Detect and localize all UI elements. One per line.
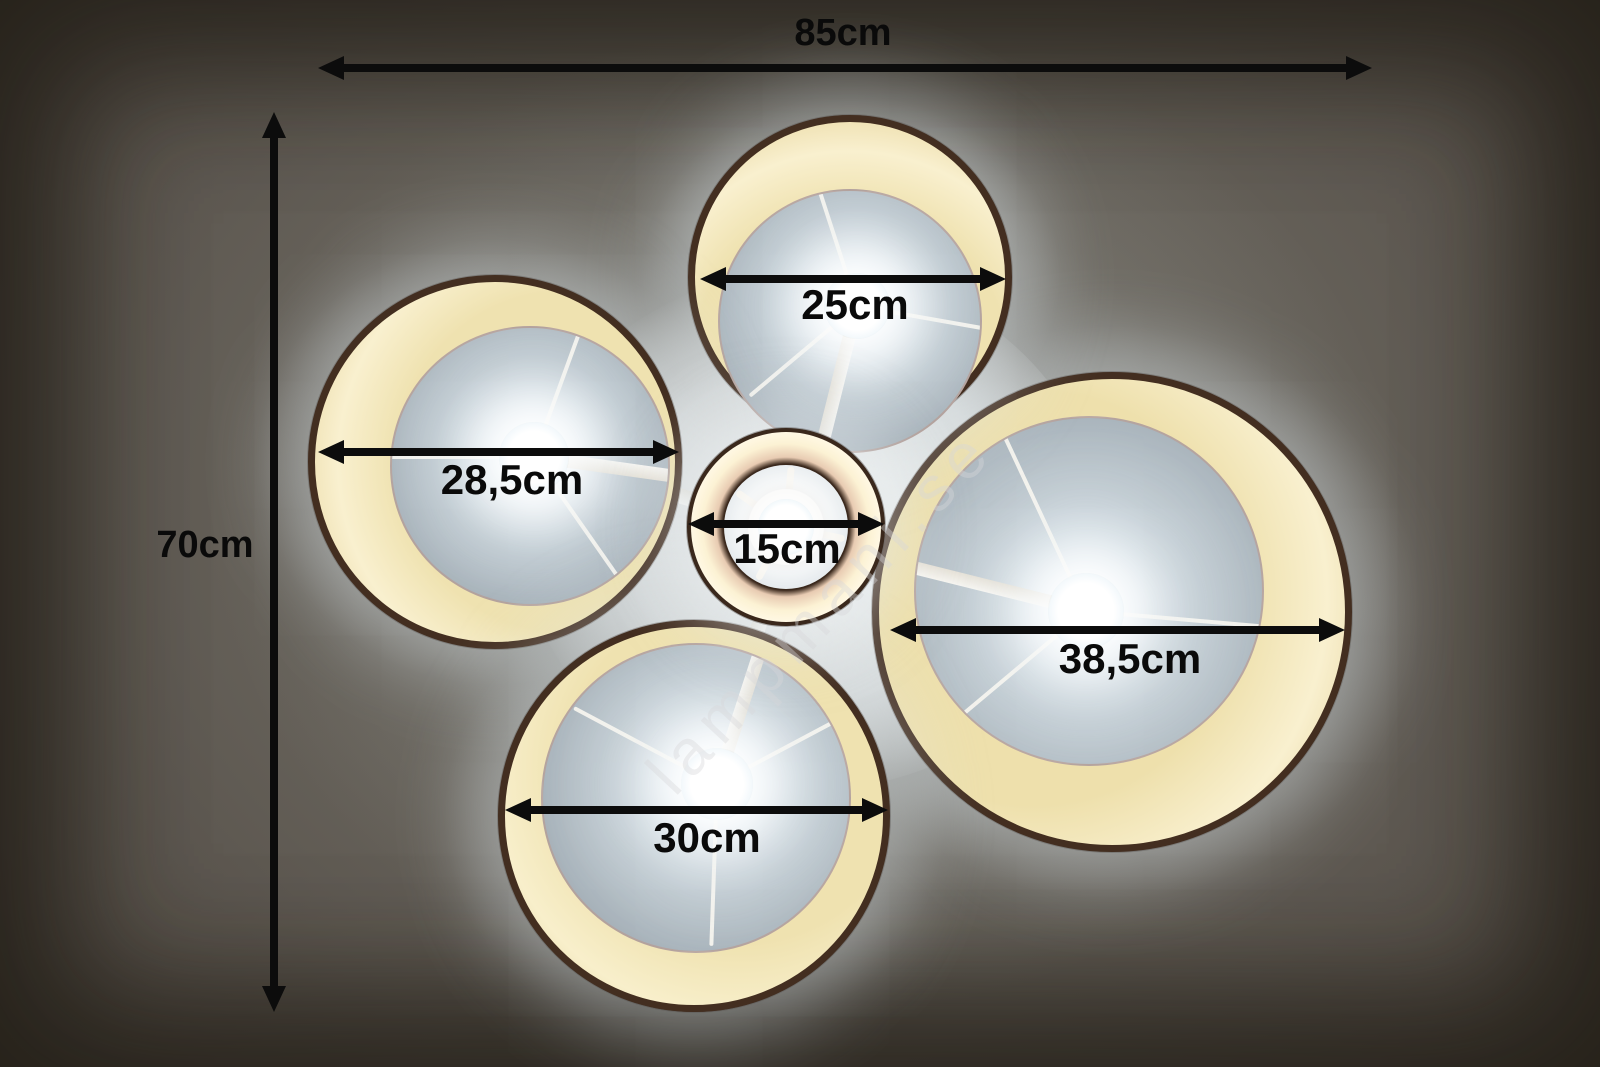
arrowhead-right-icon — [1319, 618, 1345, 642]
dimension-label-bottom-shade: 30cm — [653, 814, 761, 861]
arrow-shaft — [527, 806, 866, 814]
lampshade-left-interior — [390, 326, 670, 606]
dimension-label-right-shade: 38,5cm — [1058, 635, 1202, 682]
arrowhead-up-icon — [262, 112, 286, 138]
arrowhead-left-icon — [505, 798, 531, 822]
light-bulb — [824, 273, 890, 339]
arrowhead-right-icon — [980, 267, 1006, 291]
dimension-label-top-shade: 25cm — [801, 281, 909, 328]
arrowhead-left-icon — [318, 56, 344, 80]
arrow-shaft — [340, 64, 1350, 72]
arrow-shaft — [340, 448, 657, 456]
arrow-shaft — [912, 626, 1323, 634]
light-bulb — [499, 422, 569, 492]
lampshade-right — [872, 372, 1352, 852]
lampshade-top — [688, 115, 1012, 453]
dimension-arrow-center-shade — [688, 512, 884, 536]
dimension-label-overall-height: 70cm — [156, 524, 254, 566]
arrowhead-left-icon — [318, 440, 344, 464]
lampshade-top-interior — [718, 189, 982, 453]
arrow-shaft — [270, 134, 278, 990]
arrowhead-right-icon — [1346, 56, 1372, 80]
arrowhead-right-icon — [862, 798, 888, 822]
dimension-arrow-overall-height — [262, 112, 286, 1012]
dimension-arrow-right-shade — [890, 618, 1345, 642]
dimension-label-left-shade: 28,5cm — [440, 456, 584, 503]
dimension-arrow-top-shade — [700, 267, 1006, 291]
arrowhead-right-icon — [858, 512, 884, 536]
lampshade-bottom-interior — [541, 643, 851, 953]
light-bulb — [1048, 573, 1124, 649]
dimension-arrow-overall-width — [318, 56, 1372, 80]
arrowhead-down-icon — [262, 986, 286, 1012]
arrowhead-right-icon — [653, 440, 679, 464]
dimension-arrow-bottom-shade — [505, 798, 888, 822]
lampshade-left — [308, 275, 682, 649]
lampshade-bottom — [498, 620, 890, 1012]
arrowhead-left-icon — [890, 618, 916, 642]
dimension-arrow-left-shade — [318, 440, 679, 464]
dimension-label-center-shade: 15cm — [733, 525, 841, 572]
arrowhead-left-icon — [688, 512, 714, 536]
arrow-shaft — [710, 520, 862, 528]
arrowhead-left-icon — [700, 267, 726, 291]
arrow-shaft — [722, 275, 984, 283]
lampshade-right-interior — [914, 416, 1264, 766]
dimension-label-overall-width: 85cm — [794, 12, 892, 54]
